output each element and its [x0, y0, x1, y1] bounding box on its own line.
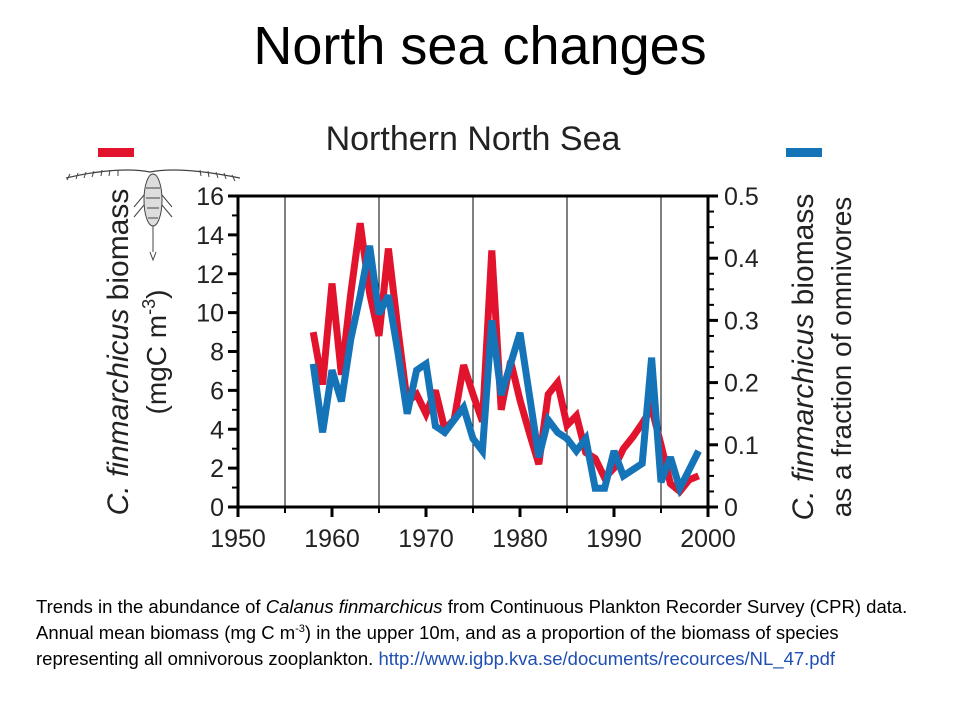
caption-text: Trends in the abundance of	[36, 596, 266, 617]
y-tick-label-right: 0.1	[724, 432, 759, 460]
y-tick-label-right: 0.2	[724, 370, 759, 398]
y-axis-label-right: C. finmarchicus biomass	[787, 194, 820, 521]
y-tick-label-right: 0.5	[724, 183, 759, 211]
caption-species: Calanus finmarchicus	[265, 596, 443, 617]
source-link[interactable]: http://www.igbp.kva.se/documents/recourc…	[378, 648, 836, 669]
caption-text: from Continuous Plankton Recorder Survey…	[36, 596, 908, 643]
chart-title: Northern North Sea	[326, 120, 621, 158]
slide-title: North sea changes	[253, 16, 707, 76]
y-tick-label-right: 0	[724, 494, 738, 522]
copepod-illustration-icon	[65, 169, 241, 262]
y-tick-label-left: 8	[210, 339, 224, 367]
y-tick-label-left: 12	[196, 261, 224, 289]
x-tick-label: 2000	[680, 525, 736, 553]
series-line-fraction	[309, 245, 702, 498]
x-tick-label: 1970	[398, 525, 454, 553]
figure-caption: Trends in the abundance of Calanus finma…	[36, 594, 926, 672]
y-tick-label-left: 4	[210, 416, 224, 444]
y-tick-label-left: 10	[196, 300, 224, 328]
legend-marker-blue	[786, 148, 822, 157]
y-tick-label-left: 16	[196, 183, 224, 211]
y-tick-label-left: 6	[210, 377, 224, 405]
y-axis-unit-left: (mgC m-3)	[139, 290, 172, 415]
x-tick-label: 1990	[586, 525, 642, 553]
y-axis-label-left: C. finmarchicus biomass	[102, 189, 135, 516]
x-tick-label: 1950	[210, 525, 266, 553]
y-tick-label-right: 0.4	[724, 245, 759, 273]
y-tick-label-left: 2	[210, 455, 224, 483]
y-tick-label-left: 14	[196, 222, 224, 250]
x-tick-label: 1960	[304, 525, 360, 553]
y-axis-label-right-line2: as a fraction of omnivores	[826, 197, 857, 518]
caption-text: ) in the upper 10m, and as a proportion …	[36, 622, 839, 669]
caption-superscript: -3	[295, 622, 305, 635]
legend-marker-red	[98, 148, 134, 157]
y-tick-label-right: 0.3	[724, 307, 759, 335]
y-tick-label-left: 0	[210, 494, 224, 522]
x-tick-label: 1980	[492, 525, 548, 553]
